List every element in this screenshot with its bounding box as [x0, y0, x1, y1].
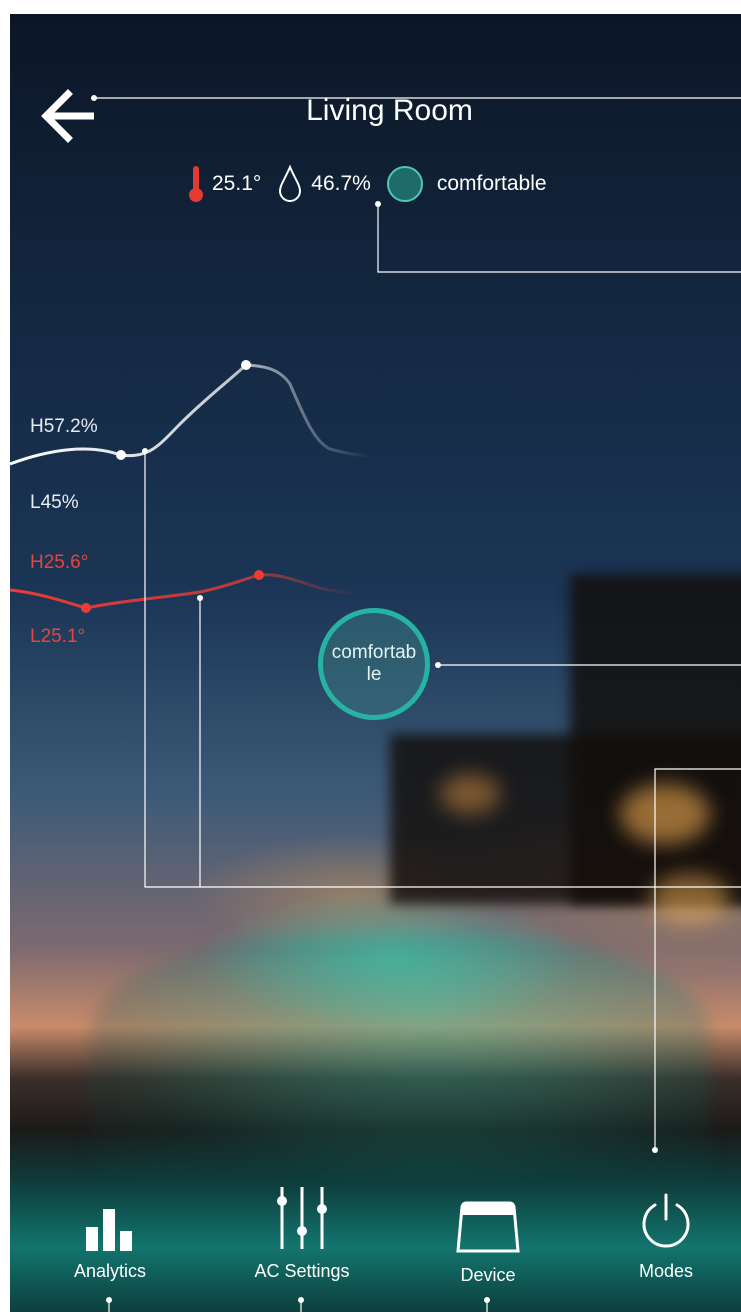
- arrow-left-icon: [41, 89, 94, 143]
- bar-chart-icon: [86, 1209, 132, 1251]
- sliders-icon: [277, 1187, 327, 1249]
- app-screen: Living Room 25.1° 46.7% comfortable: [10, 14, 741, 1312]
- temperature-high-label: H25.6°: [30, 552, 89, 573]
- temperature-line: [10, 573, 361, 610]
- temperature-low-point: [81, 603, 91, 613]
- comfort-status: comfortable: [386, 166, 547, 202]
- background-pool: [90, 934, 710, 1184]
- humidity-high-label: H57.2%: [30, 416, 98, 437]
- humidity-status: 46.7%: [277, 165, 371, 203]
- background-light: [650, 874, 730, 924]
- nav-modes-label: Modes: [638, 1261, 694, 1281]
- comfort-indicator-label: comfortable: [331, 642, 417, 685]
- comfort-indicator[interactable]: comfortable: [318, 608, 430, 720]
- status-row: 25.1° 46.7% comfortable: [188, 164, 563, 204]
- humidity-low-point: [116, 450, 126, 460]
- background-light: [440, 774, 500, 814]
- temperature-high-point: [254, 570, 264, 580]
- nav-analytics-label: Analytics: [73, 1261, 147, 1281]
- device-icon: [456, 1201, 520, 1253]
- thermometer-icon: [189, 166, 203, 202]
- humidity-value: 46.7%: [311, 172, 371, 195]
- nav-device-label: Device: [460, 1265, 516, 1285]
- nav-modes[interactable]: Modes: [586, 1191, 741, 1282]
- bottom-nav: Analytics AC Settings Device: [10, 1092, 741, 1312]
- nav-device[interactable]: Device: [408, 1199, 568, 1286]
- humidity-low-label: L45%: [30, 492, 79, 513]
- nav-analytics[interactable]: Analytics: [30, 1205, 190, 1282]
- history-graph: H57.2% L45% H25.6° L25.1°: [10, 344, 410, 654]
- background-light: [620, 784, 710, 844]
- temperature-status: 25.1°: [188, 164, 261, 204]
- power-icon: [642, 1193, 690, 1248]
- humidity-line: [10, 363, 371, 466]
- nav-ac-settings-label: AC Settings: [254, 1261, 350, 1281]
- comfort-dot-icon: [386, 166, 423, 202]
- page-title: Living Room: [306, 94, 473, 127]
- back-button[interactable]: [38, 86, 98, 146]
- temperature-low-label: L25.1°: [30, 626, 86, 647]
- temperature-value: 25.1°: [212, 172, 262, 195]
- nav-ac-settings[interactable]: AC Settings: [222, 1185, 382, 1282]
- water-drop-icon: [279, 165, 302, 202]
- humidity-high-point: [241, 360, 251, 370]
- comfort-value: comfortable: [436, 172, 547, 195]
